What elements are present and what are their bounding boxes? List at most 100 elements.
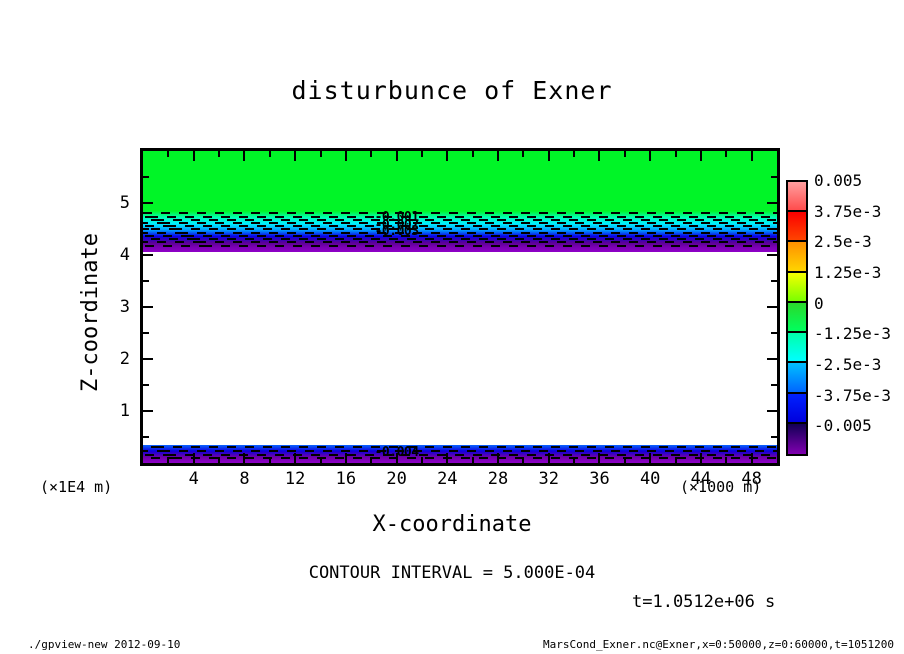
colorbar-tick-label: -3.75e-3 <box>814 385 892 405</box>
colorbar[interactable] <box>786 180 808 456</box>
colorbar-segment[interactable] <box>788 302 806 334</box>
colorbar-segment[interactable] <box>788 212 806 243</box>
colorbar-segment[interactable] <box>788 333 806 364</box>
colorbar-tick-label: 2.5e-3 <box>814 232 872 252</box>
x-axis-tick-label: 40 <box>639 469 661 489</box>
y-axis-tick <box>767 358 777 360</box>
x-axis-tick <box>547 151 550 161</box>
colorbar-tick-label: 0.005 <box>814 171 863 190</box>
contour-line <box>143 238 777 241</box>
x-axis-tick <box>192 453 195 463</box>
y-axis-tick-label: 5 <box>119 193 130 213</box>
x-axis-tick <box>699 151 702 161</box>
y-axis-tick-label: 3 <box>119 297 130 317</box>
x-axis-tick <box>598 151 601 161</box>
y-axis-tick <box>143 358 153 360</box>
x-axis-tick <box>294 151 297 161</box>
y-axis-tick <box>771 436 777 438</box>
footer-right: MarsCond_Exner.nc@Exner,x=0:50000,z=0:60… <box>543 638 894 651</box>
y-axis-tick <box>767 254 777 256</box>
contour-line <box>143 218 777 221</box>
x-axis-tick <box>268 151 271 157</box>
x-axis-tick-label: 24 <box>437 469 458 489</box>
contour-label: -0.002 <box>374 217 419 233</box>
y-axis-tick <box>143 384 149 386</box>
page-title: disturbunce of Exner <box>291 76 613 105</box>
x-axis-tick-label: 44 <box>690 469 712 489</box>
plot-canvas: -0.001-0.002-0.003 -0.004 <box>143 151 777 463</box>
contour-line <box>143 234 777 237</box>
x-axis-tick <box>268 457 271 463</box>
x-axis-tick <box>623 457 626 463</box>
contour-interval-caption: CONTOUR INTERVAL = 5.000E-04 <box>308 563 596 583</box>
x-axis-tick <box>471 457 474 463</box>
contour-line <box>143 212 777 215</box>
x-axis-tick <box>344 453 347 463</box>
y-axis-tick <box>143 280 149 282</box>
x-axis-tick <box>471 151 474 157</box>
colorbar-segment[interactable] <box>788 272 806 303</box>
colorbar-segment[interactable] <box>788 423 806 454</box>
x-axis-tick <box>674 457 677 463</box>
y-axis-tick <box>767 306 777 308</box>
x-axis-title: X-coordinate <box>372 512 532 537</box>
y-axis-tick <box>143 410 153 412</box>
x-axis-tick <box>497 151 500 161</box>
contour-line <box>143 241 777 244</box>
y-axis-tick-label: 1 <box>119 401 130 421</box>
y-axis-tick <box>771 384 777 386</box>
x-axis-tick <box>167 151 170 157</box>
y-axis-unit: (×1E4 m) <box>40 478 113 496</box>
x-axis-tick <box>294 453 297 463</box>
colorbar-tick-label: -1.25e-3 <box>814 324 892 344</box>
colorbar-tick-label: -2.5e-3 <box>814 355 882 374</box>
colorbar-tick-label: 0 <box>814 293 824 313</box>
y-axis-tick-label: 2 <box>119 349 130 369</box>
x-axis-tick <box>649 453 652 463</box>
y-axis-tick <box>143 228 149 230</box>
x-axis-tick <box>319 457 322 463</box>
x-axis-tick <box>573 457 576 463</box>
y-axis-tick <box>143 436 149 438</box>
colorbar-segment[interactable] <box>788 393 806 424</box>
x-axis-tick <box>522 151 525 157</box>
x-axis-tick-label: 20 <box>386 469 407 489</box>
y-axis-tick <box>771 332 777 334</box>
colorbar-segment[interactable] <box>788 182 806 213</box>
x-axis-tick-label: 48 <box>741 469 762 489</box>
colorbar-segment[interactable] <box>788 242 806 273</box>
x-axis-tick <box>446 151 449 161</box>
footer-left: ./gpview-new 2012-09-10 <box>28 638 181 651</box>
y-axis-tick <box>771 176 777 178</box>
x-axis-tick <box>395 453 398 463</box>
x-axis-tick <box>649 151 652 161</box>
y-axis-tick-label: 4 <box>119 245 130 265</box>
contour-line <box>143 453 777 456</box>
plot-panel[interactable]: -0.001-0.002-0.003 -0.004 <box>140 148 780 466</box>
y-axis-tick <box>143 176 149 178</box>
x-axis-tick-label: 36 <box>589 469 610 489</box>
contour-line <box>143 457 777 460</box>
x-axis-tick <box>750 453 753 463</box>
x-axis-tick <box>167 457 170 463</box>
x-axis-tick-label: 32 <box>538 469 559 489</box>
y-axis-tick <box>143 254 153 256</box>
contour-line <box>143 215 777 218</box>
x-axis-tick <box>573 151 576 157</box>
contour-line <box>143 231 777 234</box>
x-axis-tick <box>395 151 398 161</box>
y-axis-tick <box>771 228 777 230</box>
x-axis-tick <box>192 151 195 161</box>
x-axis-tick <box>674 151 677 157</box>
x-axis-tick <box>623 151 626 157</box>
colorbar-segment[interactable] <box>788 363 806 394</box>
x-axis-tick <box>319 151 322 157</box>
x-axis-tick <box>699 453 702 463</box>
contour-line <box>143 446 777 449</box>
x-axis-tick <box>522 457 525 463</box>
x-axis-tick <box>218 457 221 463</box>
y-axis-tick <box>143 202 153 204</box>
y-axis-tick <box>143 306 153 308</box>
x-axis-tick <box>725 457 728 463</box>
x-axis-tick-label: 28 <box>487 469 509 489</box>
